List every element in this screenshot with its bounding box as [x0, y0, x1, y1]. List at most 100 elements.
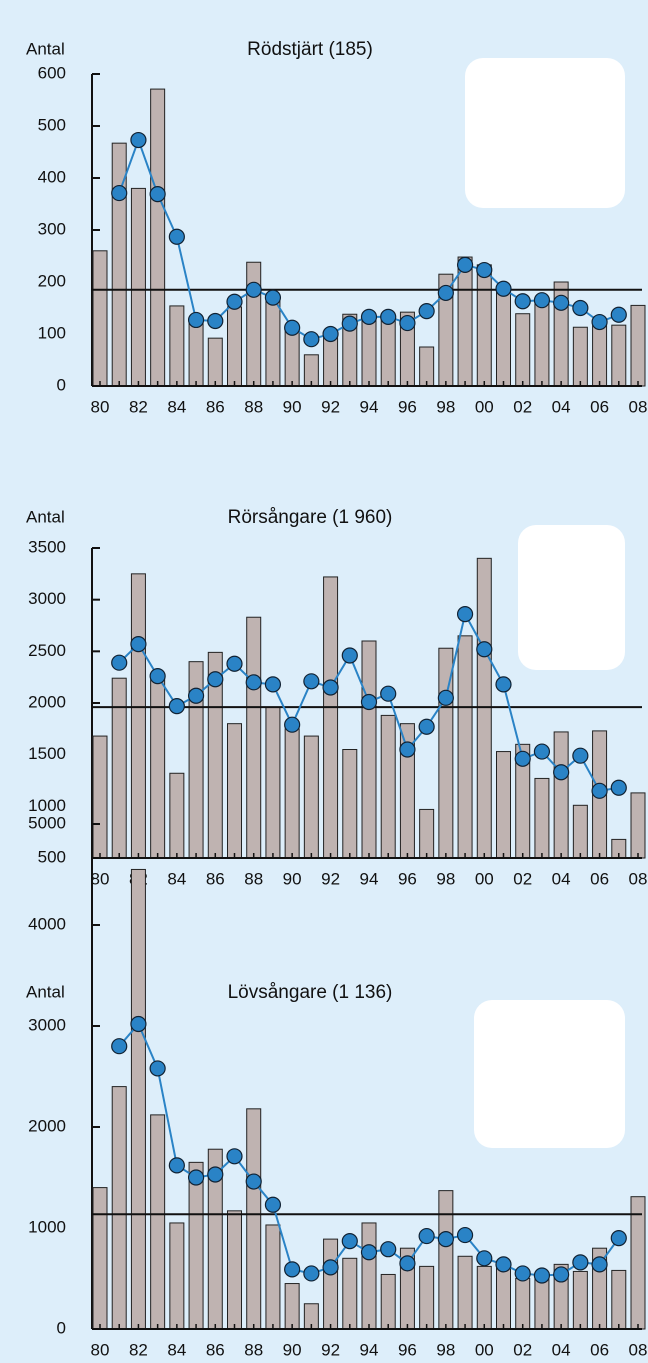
bar	[188, 1161, 204, 1330]
chart-title: Lövsångare (1 136)	[228, 982, 393, 1003]
y-tick-label: 100	[38, 323, 66, 342]
x-tick-label: 02	[513, 397, 532, 416]
trend-point	[322, 679, 339, 696]
trend-point	[456, 256, 474, 273]
y-tick-label: 500	[38, 847, 66, 866]
trend-point	[168, 228, 185, 245]
trend-point	[207, 312, 224, 330]
trend-point	[553, 764, 570, 781]
trend-point	[226, 293, 243, 310]
trend-point	[245, 1173, 262, 1190]
y-tick-label: 3500	[28, 537, 66, 556]
bar	[323, 1238, 339, 1330]
y-tick-label: 400	[38, 167, 66, 186]
trend-point	[380, 308, 397, 325]
bar	[169, 305, 185, 387]
trend-point	[360, 693, 378, 711]
trend-point	[322, 325, 339, 343]
bar	[592, 323, 608, 387]
bar	[515, 1278, 531, 1330]
trend-point	[418, 718, 435, 735]
x-tick-label: 06	[590, 869, 609, 888]
trend-point	[553, 1266, 570, 1283]
trend-point	[245, 281, 262, 298]
trend-point	[495, 280, 512, 297]
bar	[476, 264, 492, 387]
trend-point	[187, 687, 205, 704]
x-tick-label: 90	[283, 397, 302, 416]
trend-point	[130, 635, 147, 653]
bar	[342, 749, 358, 859]
bar	[265, 1224, 281, 1330]
trend-point	[456, 606, 474, 623]
bar	[611, 1269, 627, 1330]
trend-point	[322, 1259, 339, 1276]
trend-point	[226, 1148, 243, 1165]
trend-point	[476, 641, 493, 658]
bar	[303, 735, 319, 859]
bar	[419, 346, 435, 387]
x-tick-label: 92	[321, 1340, 340, 1359]
bar	[476, 1265, 492, 1330]
trend-point	[591, 313, 608, 331]
x-tick-label: 08	[629, 397, 648, 416]
trend-point	[149, 1060, 166, 1077]
x-tick-label: 94	[360, 869, 379, 888]
x-tick-label: 92	[321, 397, 340, 416]
trend-point	[341, 1233, 358, 1250]
trend-point	[264, 289, 282, 306]
trend-point	[553, 294, 570, 311]
bar	[361, 1222, 377, 1330]
trend-point	[572, 299, 589, 317]
x-tick-label: 02	[513, 1340, 532, 1359]
x-tick-label: 00	[475, 1340, 494, 1359]
bar	[496, 751, 511, 859]
y-tick-label: 2500	[28, 641, 66, 660]
x-tick-label: 98	[436, 397, 455, 416]
bar	[284, 328, 300, 387]
bar	[630, 1196, 646, 1330]
trend-point	[226, 655, 243, 672]
bar	[169, 772, 185, 859]
x-tick-label: 04	[552, 1340, 571, 1359]
bar	[92, 1187, 108, 1330]
trend-point	[399, 1255, 416, 1272]
trend-point	[380, 1241, 397, 1258]
bar	[92, 735, 108, 859]
x-tick-label: 08	[629, 869, 648, 888]
y-tick-label: 2000	[28, 1116, 66, 1135]
trend-point	[360, 1244, 378, 1261]
x-tick-label: 08	[629, 1340, 648, 1359]
chart-title: Rödstjärt (185)	[247, 39, 373, 60]
trend-point	[514, 750, 531, 767]
x-tick-label: 88	[244, 869, 263, 888]
trend-point	[533, 743, 551, 760]
bar	[553, 731, 569, 859]
bar	[534, 777, 550, 859]
x-tick-label: 96	[398, 397, 417, 416]
bar	[130, 573, 146, 859]
y-tick-label: 3000	[28, 1015, 66, 1034]
trend-point	[303, 673, 320, 690]
bar	[457, 1255, 473, 1330]
bar	[457, 256, 473, 387]
trend-point	[284, 319, 301, 336]
trend-point	[111, 184, 128, 202]
y-tick-label: 0	[57, 375, 66, 394]
bar	[630, 304, 646, 387]
x-tick-label: 00	[475, 397, 494, 416]
trend-point	[264, 676, 282, 693]
x-tick-label: 06	[590, 397, 609, 416]
x-tick-label: 86	[206, 869, 225, 888]
bird-picture	[474, 1000, 625, 1148]
y-tick-label: 600	[38, 63, 66, 82]
bar	[130, 187, 146, 387]
trend-point	[514, 293, 531, 310]
trend-point	[399, 314, 416, 332]
bar	[130, 868, 146, 1330]
trend-point	[418, 1227, 435, 1245]
y-tick-label: 4000	[28, 914, 66, 933]
bar	[227, 1210, 242, 1330]
bar	[111, 677, 127, 859]
bar	[227, 723, 242, 859]
